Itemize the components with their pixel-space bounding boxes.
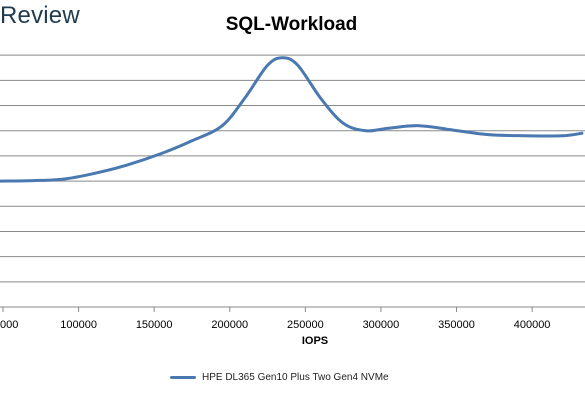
x-tick-label: 300000	[363, 319, 400, 331]
legend: HPE DL365 Gen10 Plus Two Gen4 NVMe	[170, 372, 389, 383]
series-line	[0, 56, 584, 183]
x-tick-label: 350000	[438, 319, 475, 331]
x-tick-label: 250000	[287, 319, 324, 331]
chart-title-text: SQL-Workload	[225, 14, 358, 35]
x-tick-label: 200000	[211, 319, 248, 331]
gridlines	[0, 54, 585, 308]
x-tick-labels: 50000 100000 150000 200000 250000 300000 35000…	[0, 307, 550, 331]
x-tick-label: 100000	[60, 319, 97, 331]
x-tick-label: 50000	[0, 319, 18, 331]
x-axis-label: IOPS	[301, 335, 329, 347]
x-tick-label: 400000	[514, 319, 551, 331]
legend-label: HPE DL365 Gen10 Plus Two Gen4 NVMe	[202, 372, 389, 383]
series-lines	[0, 56, 584, 183]
watermark-text: Review	[0, 2, 80, 29]
x-tick-label: 150000	[136, 319, 173, 331]
chart-title: SQL-Workload	[0, 14, 585, 36]
legend-swatch	[170, 376, 196, 379]
